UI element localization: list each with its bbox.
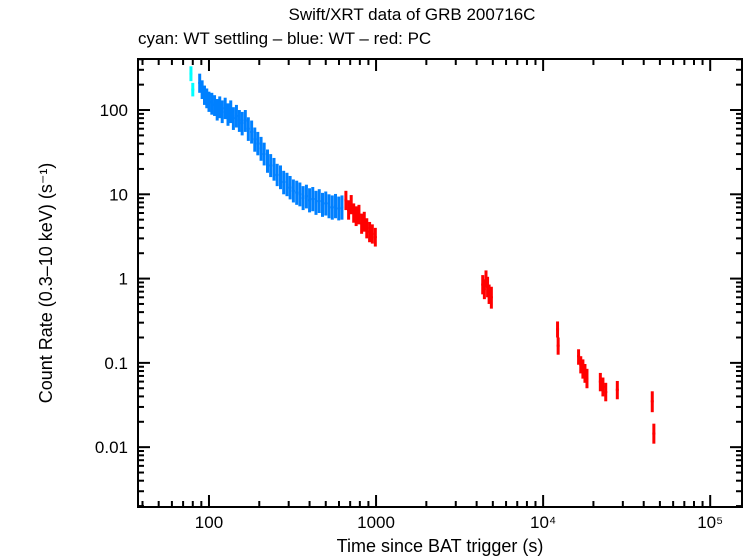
y-tick-label: 10 bbox=[109, 185, 128, 204]
data-point bbox=[333, 193, 338, 219]
x-axis-label: Time since BAT trigger (s) bbox=[337, 536, 544, 556]
y-tick-label: 0.01 bbox=[95, 438, 128, 457]
data-point bbox=[207, 91, 211, 112]
data-point bbox=[223, 97, 227, 120]
data-point bbox=[368, 221, 372, 243]
data-point bbox=[269, 154, 273, 178]
x-tick-label: 100 bbox=[195, 513, 223, 532]
axis-ticks bbox=[138, 58, 742, 508]
data-point bbox=[298, 182, 302, 207]
data-point bbox=[556, 321, 560, 338]
data-point bbox=[295, 180, 299, 205]
data-point bbox=[272, 157, 276, 181]
data-point bbox=[489, 286, 493, 309]
data-point bbox=[250, 120, 254, 144]
series-wt bbox=[198, 73, 344, 221]
data-point bbox=[373, 227, 377, 247]
data-point bbox=[601, 377, 605, 397]
data-point bbox=[229, 100, 233, 124]
series-wt-settling bbox=[189, 66, 195, 97]
data-point bbox=[362, 211, 366, 232]
data-point bbox=[259, 136, 263, 161]
data-point bbox=[256, 131, 260, 156]
data-point bbox=[285, 172, 289, 197]
data-point bbox=[253, 127, 257, 152]
data-point bbox=[324, 191, 328, 216]
data-point bbox=[265, 149, 269, 173]
data-point bbox=[231, 107, 235, 130]
data-point bbox=[246, 117, 250, 141]
data-point bbox=[314, 190, 318, 215]
data-point bbox=[482, 279, 486, 300]
data-point bbox=[556, 337, 560, 355]
data-point bbox=[291, 179, 295, 203]
data-point bbox=[320, 192, 324, 217]
data-point bbox=[340, 195, 344, 220]
y-axis-label: Count Rate (0.3–10 keV) (s⁻¹) bbox=[36, 163, 56, 404]
data-point bbox=[357, 204, 361, 225]
data-point bbox=[349, 195, 353, 215]
x-tick-label: 1000 bbox=[357, 513, 395, 532]
data-point bbox=[615, 380, 619, 400]
data-point bbox=[282, 170, 286, 195]
data-point bbox=[365, 218, 369, 239]
x-tick-label: 10⁴ bbox=[530, 513, 556, 532]
y-tick-label: 1 bbox=[119, 270, 128, 289]
data-point bbox=[370, 224, 374, 244]
data-point bbox=[191, 82, 195, 97]
data-point bbox=[354, 206, 358, 227]
data-point bbox=[344, 190, 348, 211]
data-point bbox=[213, 95, 217, 116]
data-point bbox=[226, 103, 230, 126]
data-point bbox=[598, 372, 602, 392]
data-point bbox=[585, 368, 589, 389]
data-point bbox=[360, 213, 364, 234]
data-point bbox=[240, 111, 244, 136]
x-tick-label: 10⁵ bbox=[697, 513, 723, 532]
chart-subtitle: cyan: WT settling – blue: WT – red: PC bbox=[138, 29, 431, 48]
data-point bbox=[215, 99, 219, 121]
data-layer bbox=[189, 66, 656, 444]
y-tick-labels: 100 10 1 0.1 0.01 bbox=[95, 101, 128, 457]
data-point bbox=[330, 195, 334, 220]
y-tick-label: 0.1 bbox=[104, 354, 128, 373]
x-tick-labels: 100 1000 10⁴ 10⁵ bbox=[195, 513, 723, 532]
data-point bbox=[262, 142, 266, 166]
data-point bbox=[604, 382, 608, 402]
data-point bbox=[327, 194, 331, 219]
series-pc bbox=[344, 190, 656, 444]
data-point bbox=[311, 187, 315, 212]
data-point bbox=[304, 184, 308, 209]
data-point bbox=[189, 66, 193, 82]
data-point bbox=[308, 188, 312, 213]
data-point bbox=[275, 163, 279, 187]
data-point bbox=[317, 189, 321, 214]
data-point bbox=[237, 110, 241, 132]
data-point bbox=[220, 100, 224, 124]
chart-title: Swift/XRT data of GRB 200716C bbox=[289, 5, 536, 24]
y-tick-label: 100 bbox=[100, 101, 128, 120]
data-point bbox=[652, 423, 656, 444]
data-point bbox=[347, 200, 351, 220]
data-point bbox=[301, 186, 305, 211]
data-point bbox=[243, 110, 247, 132]
plot-frame bbox=[137, 58, 743, 508]
data-point bbox=[288, 175, 292, 200]
data-point bbox=[337, 196, 341, 221]
data-point bbox=[210, 92, 214, 115]
data-point bbox=[279, 165, 283, 190]
data-point bbox=[650, 391, 654, 413]
data-point bbox=[234, 104, 238, 128]
